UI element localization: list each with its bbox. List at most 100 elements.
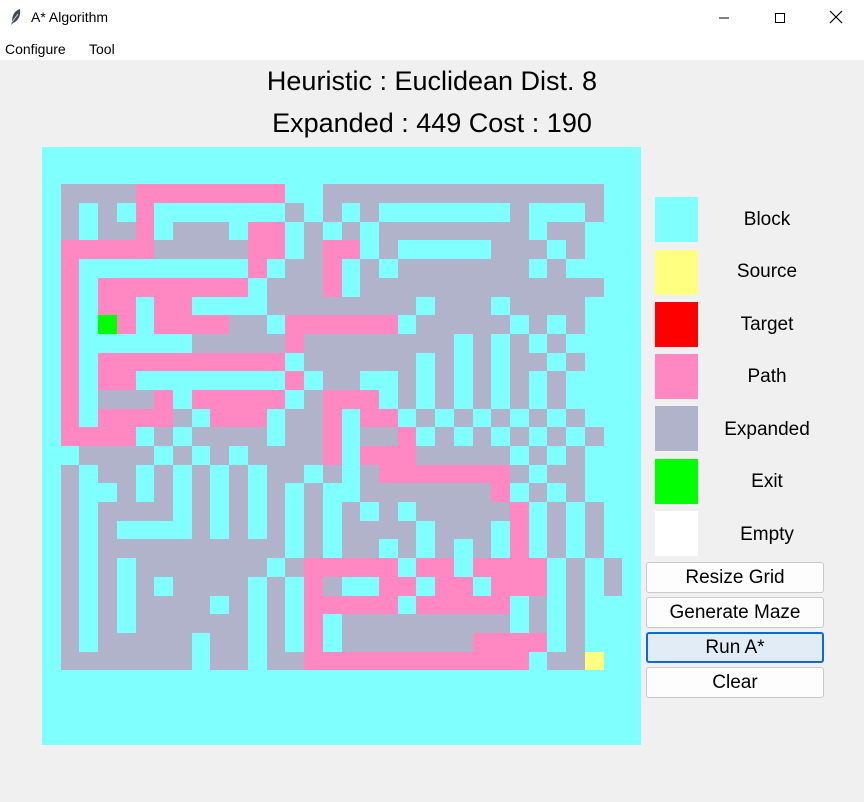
grid-cell-path[interactable] [491,577,510,596]
grid-cell-expanded[interactable] [210,633,229,652]
grid-cell-expanded[interactable] [566,465,585,483]
grid-cell-path[interactable] [285,315,304,334]
grid-cell-exit[interactable] [98,315,117,334]
grid-cell-path[interactable] [323,278,342,297]
grid-cell-expanded[interactable] [136,614,154,633]
grid-cell-expanded[interactable] [379,222,398,240]
grid-cell-path[interactable] [323,427,342,446]
maximize-button[interactable] [752,0,808,36]
grid-cell-expanded[interactable] [454,614,473,633]
grid-cell-expanded[interactable] [454,297,473,315]
grid-cell-path[interactable] [304,614,323,633]
grid-cell-expanded[interactable] [510,371,529,390]
grid-cell-path[interactable] [173,297,192,315]
grid-cell-expanded[interactable] [379,240,398,259]
grid-cell-expanded[interactable] [98,633,117,652]
grid-cell-expanded[interactable] [416,184,435,203]
grid-cell-path[interactable] [342,315,360,334]
grid-cell-expanded[interactable] [98,539,117,558]
grid-cell-expanded[interactable] [248,427,267,446]
grid-cell-expanded[interactable] [79,446,98,465]
grid-cell-expanded[interactable] [491,240,510,259]
grid-cell-expanded[interactable] [267,278,285,297]
grid-cell-path[interactable] [304,558,323,577]
grid-cell-expanded[interactable] [566,596,585,614]
grid-cell-expanded[interactable] [267,334,285,353]
grid-cell-expanded[interactable] [398,353,416,371]
grid-cell-path[interactable] [192,390,210,409]
grid-cell-path[interactable] [491,633,510,652]
grid-cell-path[interactable] [323,390,342,409]
grid-cell-expanded[interactable] [547,259,566,278]
grid-cell-expanded[interactable] [379,278,398,297]
grid-cell-expanded[interactable] [229,483,248,502]
grid-cell-expanded[interactable] [61,502,79,521]
grid-cell-path[interactable] [98,297,117,315]
grid-cell-expanded[interactable] [79,652,98,670]
grid-cell-path[interactable] [136,184,154,203]
grid-cell-expanded[interactable] [267,297,285,315]
grid-cell-expanded[interactable] [192,240,210,259]
grid-cell-path[interactable] [342,652,360,670]
grid-cell-expanded[interactable] [566,353,585,371]
grid-cell-expanded[interactable] [510,184,529,203]
grid-cell-expanded[interactable] [547,390,566,409]
grid-cell-expanded[interactable] [267,614,285,633]
grid-cell-path[interactable] [323,259,342,278]
grid-cell-expanded[interactable] [454,446,473,465]
grid-cell-expanded[interactable] [173,614,192,633]
grid-cell-expanded[interactable] [342,521,360,539]
grid-cell-expanded[interactable] [510,353,529,371]
grid-cell-expanded[interactable] [229,502,248,521]
grid-cell-expanded[interactable] [98,465,117,483]
grid-cell-expanded[interactable] [566,577,585,596]
grid-cell-expanded[interactable] [61,203,79,222]
grid-cell-expanded[interactable] [379,502,398,521]
grid-cell-path[interactable] [61,259,79,278]
grid-cell-expanded[interactable] [98,446,117,465]
grid-cell-expanded[interactable] [473,278,491,297]
menu-tool[interactable]: Tool [89,41,115,57]
grid-cell-expanded[interactable] [136,652,154,670]
grid-cell-expanded[interactable] [454,483,473,502]
close-button[interactable] [808,0,864,36]
grid-cell-expanded[interactable] [267,502,285,521]
grid-cell-expanded[interactable] [229,427,248,446]
grid-cell-expanded[interactable] [304,297,323,315]
grid-cell-path[interactable] [98,371,117,390]
grid-cell-expanded[interactable] [547,521,566,539]
grid-cell-expanded[interactable] [248,539,267,558]
grid-cell-expanded[interactable] [173,577,192,596]
grid-cell-path[interactable] [229,390,248,409]
grid-cell-expanded[interactable] [529,278,547,297]
grid-cell-expanded[interactable] [229,652,248,670]
grid-cell-path[interactable] [416,596,435,614]
grid-cell-path[interactable] [117,409,136,427]
grid-cell-expanded[interactable] [435,353,454,371]
grid-cell-path[interactable] [61,334,79,353]
grid-cell-expanded[interactable] [192,465,210,483]
menu-configure[interactable]: Configure [5,41,66,57]
grid-cell-expanded[interactable] [173,652,192,670]
grid-cell-expanded[interactable] [210,334,229,353]
grid-cell-expanded[interactable] [98,652,117,670]
grid-cell-expanded[interactable] [529,297,547,315]
grid-cell-expanded[interactable] [229,596,248,614]
grid-cell-path[interactable] [154,390,173,409]
grid-cell-expanded[interactable] [547,278,566,297]
grid-cell-expanded[interactable] [379,297,398,315]
grid-cell-path[interactable] [61,240,79,259]
grid-cell-expanded[interactable] [566,633,585,652]
grid-cell-expanded[interactable] [510,465,529,483]
grid-cell-expanded[interactable] [360,633,379,652]
grid-cell-expanded[interactable] [304,539,323,558]
grid-cell-path[interactable] [192,184,210,203]
grid-cell-expanded[interactable] [416,315,435,334]
grid-cell-expanded[interactable] [566,315,585,334]
grid-cell-expanded[interactable] [192,614,210,633]
grid-cell-expanded[interactable] [510,203,529,222]
grid-cell-path[interactable] [360,558,379,577]
grid-cell-expanded[interactable] [360,278,379,297]
grid-cell-expanded[interactable] [304,334,323,353]
grid-cell-expanded[interactable] [117,465,136,483]
